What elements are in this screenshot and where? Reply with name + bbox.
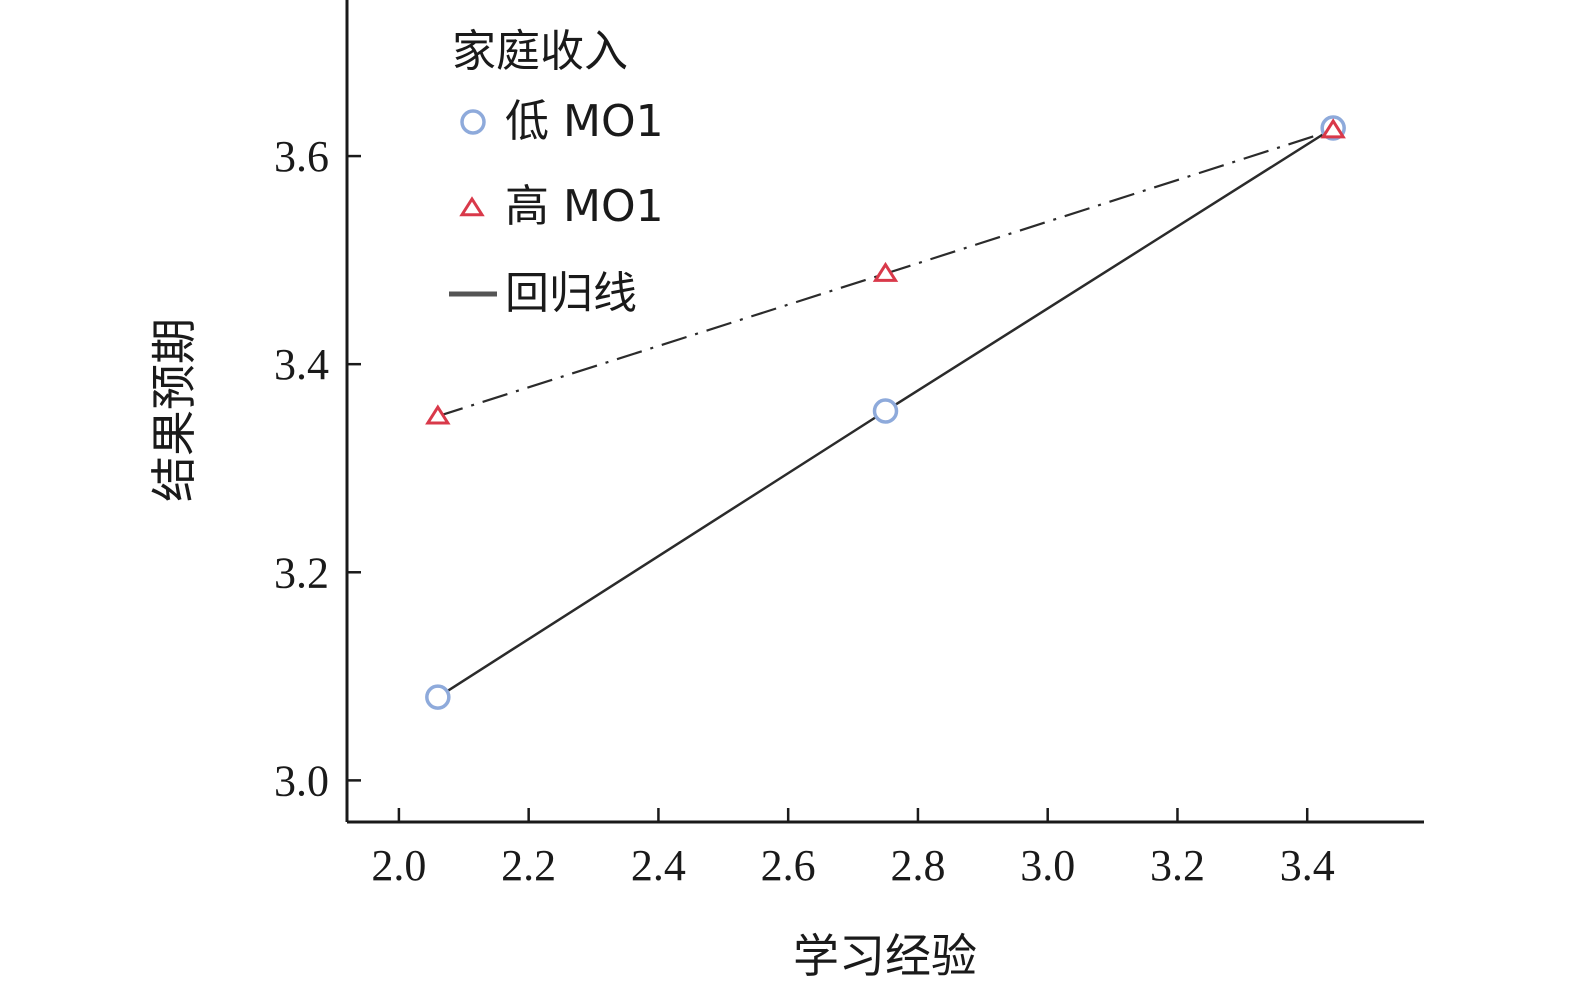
- series: [425, 115, 1346, 710]
- legend-entry-regression: 回归线: [505, 268, 637, 319]
- data-point-high: [1320, 118, 1346, 139]
- y-tick-label: 3.2: [274, 548, 329, 597]
- x-tick-label: 3.4: [1280, 841, 1335, 890]
- legend-title: 家庭收入: [452, 26, 628, 77]
- x-tick-label: 2.2: [501, 841, 556, 890]
- data-point-high: [425, 404, 451, 425]
- x-tick-label: 2.6: [761, 841, 816, 890]
- legend: 家庭收入 低 MO1 高 MO1 回归线: [449, 26, 664, 319]
- y-tick-label: 3.0: [274, 756, 329, 805]
- legend-marker-low: [460, 109, 486, 135]
- x-tick-label: 3.2: [1150, 841, 1205, 890]
- x-tick-label: 3.0: [1020, 841, 1075, 890]
- y-axis-title: 结果预期: [147, 318, 201, 502]
- data-point-low: [872, 398, 899, 424]
- legend-entry-low: 低 MO1: [505, 96, 664, 147]
- y-tick-label: 3.4: [274, 340, 329, 389]
- y-tick-label: 3.6: [274, 132, 329, 181]
- series-line-high: [437, 129, 1334, 418]
- data-point-low: [425, 684, 451, 710]
- legend-marker-high: [459, 196, 485, 217]
- x-tick-label: 2.4: [631, 841, 686, 890]
- legend-entry-high: 高 MO1: [505, 181, 664, 232]
- x-axis-title: 学习经验: [793, 929, 977, 983]
- x-tick-label: 2.8: [890, 841, 945, 890]
- x-tick-label: 2.0: [371, 841, 426, 890]
- axes: 2.0 2.2 2.4 2.6 2.8 3.0 3.2 3.4 3.0 3.2 3.4 3.6: [274, 0, 1424, 890]
- data-point-high: [872, 261, 899, 282]
